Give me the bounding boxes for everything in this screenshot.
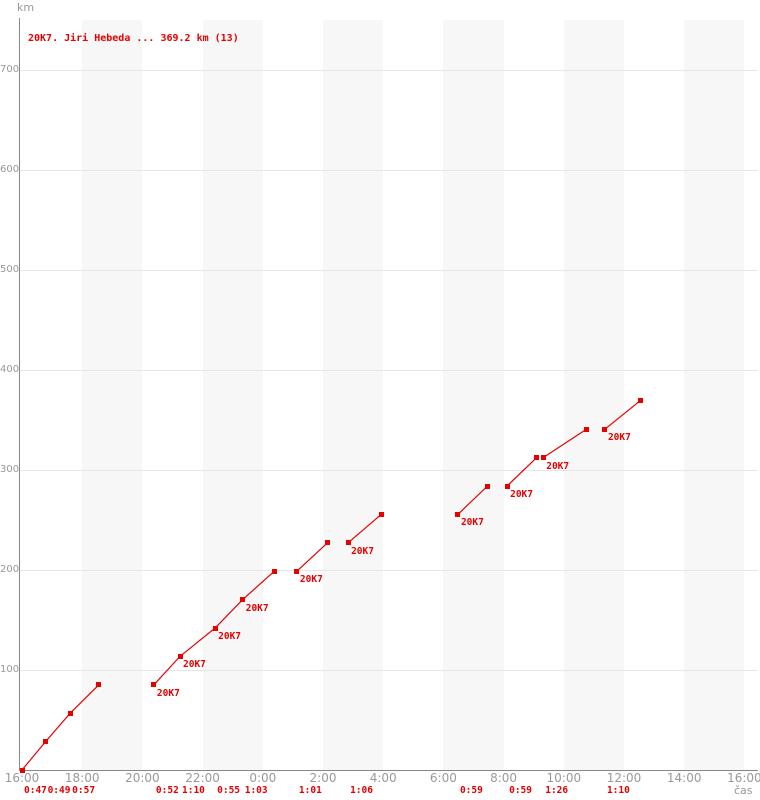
data-point-marker [534,455,539,460]
y-tick-label: 700 [0,64,20,75]
series-segment-line [296,542,328,572]
data-point-marker [638,398,643,403]
data-point-marker [485,484,490,489]
y-tick-label: 300 [0,464,20,475]
time-band-stripe [202,20,263,770]
series-segment-line [457,485,488,515]
lap-time-label: 1:10 [182,785,205,796]
lap-start-point-label: 20K7 [245,602,269,614]
x-tick-label: 20:00 [125,771,160,785]
y-gridline [20,370,758,371]
y-gridline [20,470,758,471]
data-point-marker [325,540,330,545]
lap-time-label: 0:49 [47,785,71,796]
time-band-stripe [82,20,143,770]
y-axis-unit-label: km [17,1,35,14]
series-segment-line [604,400,641,430]
x-tick-label: 8:00 [490,771,518,785]
lap-start-point-label: 20K7 [218,631,242,642]
lap-start-point-label: 20K7 [183,659,206,671]
x-tick-label: 4:00 [369,771,397,785]
y-gridline [20,670,758,671]
series-segment-line [542,428,587,459]
x-tick-label: 10:00 [546,771,582,785]
data-point-marker [602,427,607,432]
data-point-marker [584,427,589,432]
y-tick-label: 500 [0,264,20,275]
time-band-stripe [684,20,745,770]
x-tick-label: 0:00 [249,771,277,785]
series-segment-line [506,457,538,487]
lap-time-label: 1:10 [606,785,630,796]
data-point-marker [379,512,384,517]
lap-time-label: 0:59 [459,785,483,796]
lap-time-label: 0:59 [509,785,532,796]
lap-start-point-label: 20K7 [546,460,570,472]
lap-start-point-label: 20K7 [607,432,631,444]
data-point-marker [43,739,48,744]
series-segment-line [21,684,100,771]
lap-start-point-label: 20K7 [351,545,374,557]
lap-time-label: 0:52 [155,785,179,796]
data-point-marker [240,597,245,602]
x-tick-label: 12:00 [606,771,642,785]
series-segment-line [347,513,382,544]
lap-start-point-label: 20K7 [510,489,533,500]
data-point-marker [213,626,218,631]
data-point-marker [455,512,460,517]
time-band-stripe [443,20,504,770]
data-point-marker [20,768,25,773]
lap-time-label: 1:03 [244,785,268,796]
y-tick-label: 200 [0,564,20,575]
data-point-marker [68,711,73,716]
y-gridline [20,70,758,71]
x-axis-unit-label: čas [734,784,753,797]
lap-time-label: 1:01 [298,785,322,796]
data-point-marker [151,682,156,687]
lap-start-point-label: 20K7 [460,517,484,529]
x-tick-label: 6:00 [429,771,457,785]
x-tick-label: 14:00 [666,771,702,785]
data-point-marker [272,569,277,574]
lap-time-label: 1:06 [350,785,373,796]
lap-start-point-label: 20K7 [299,574,323,586]
data-point-marker [505,484,510,489]
x-tick-label: 16:00 [727,771,760,785]
y-axis-line [19,18,20,770]
lap-time-label: 1:26 [545,785,569,796]
y-tick-label: 600 [0,164,20,175]
y-tick-label: 100 [0,664,20,675]
time-band-stripe [323,20,384,770]
y-gridline [20,170,758,171]
data-point-marker [541,455,546,460]
chart-title: 20K7. Jiri Hebeda ... 369.2 km (13) [28,33,239,44]
data-point-marker [346,540,351,545]
data-point-marker [96,682,101,687]
data-point-marker [294,569,299,574]
lap-start-point-label: 20K7 [156,687,180,699]
x-tick-label: 22:00 [185,771,220,785]
y-tick-label: 400 [0,364,20,375]
lap-time-label: 0:55 [217,785,241,796]
data-point-marker [178,654,183,659]
lap-time-label: 0:57 [72,785,96,796]
x-tick-label: 16:00 [4,771,40,785]
y-gridline [20,270,758,271]
x-tick-label: 2:00 [309,771,337,785]
lap-time-label: 0:47 [24,785,47,796]
y-gridline [20,570,758,571]
time-band-stripe [563,20,624,770]
x-tick-label: 18:00 [64,771,100,785]
